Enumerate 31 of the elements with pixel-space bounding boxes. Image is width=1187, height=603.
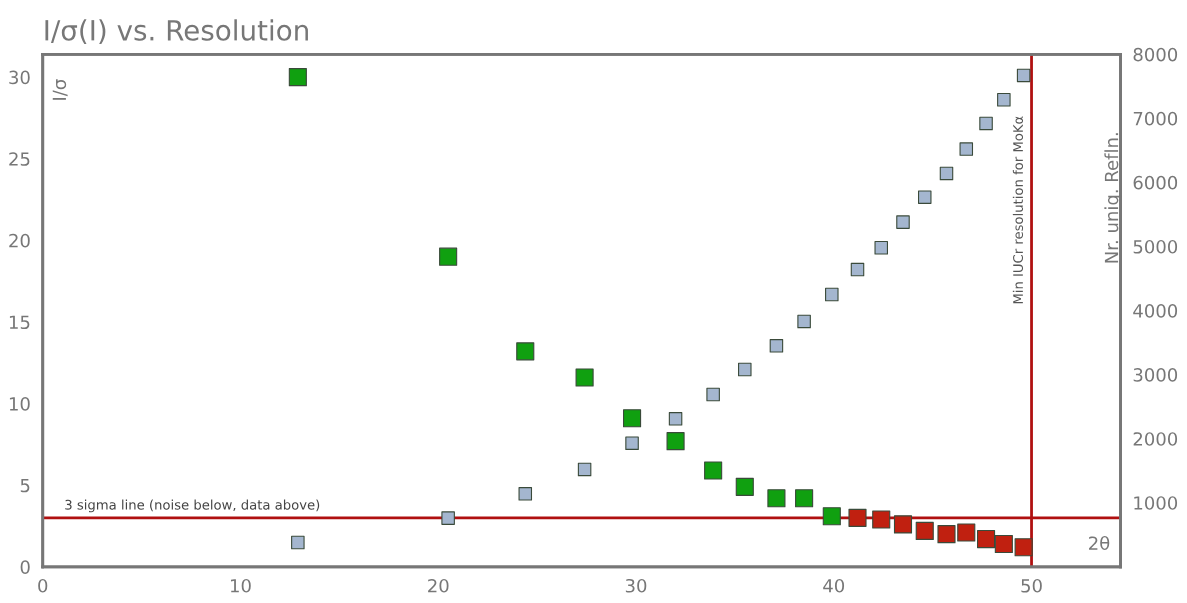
x-tick-label: 50 (1021, 578, 1042, 593)
y2-axis-title: Nr. uniq. Refln. (1104, 133, 1122, 263)
y-tick-label: 15 (9, 315, 30, 330)
y2-tick-label: 8000 (1133, 47, 1178, 62)
point (577, 462, 592, 477)
y-tick-label: 25 (9, 152, 30, 166)
y-tick-label: 20 (9, 233, 30, 248)
y2-tick-label: 6000 (1133, 175, 1178, 190)
y-tick-label: 0 (20, 560, 30, 574)
y2-tick-label: 3000 (1133, 368, 1178, 382)
x-tick-label: 40 (823, 578, 845, 593)
y2-tick-label: 4000 (1133, 304, 1178, 318)
ref-line-label: 3 sigma line (noise below, data above) (65, 499, 320, 513)
y-tick-label: 30 (9, 70, 30, 85)
x-tick-label: 0 (38, 578, 48, 593)
y2-tick-label: 2000 (1133, 432, 1178, 446)
x-tick-label: 20 (428, 578, 449, 593)
point (850, 262, 865, 277)
y2-tick-label: 1000 (1134, 496, 1178, 510)
y2-tick-label: 7000 (1133, 111, 1178, 126)
point (1016, 68, 1031, 83)
y-tick-label: 10 (9, 397, 30, 411)
point (939, 166, 954, 181)
x-tick-label: 10 (230, 578, 251, 593)
y-tick-label: 5 (20, 478, 30, 493)
chart-title: I/σ(I) vs. Resolution (45, 19, 308, 45)
ref-line-label: Min IUCr resolution for MoKα (1012, 116, 1024, 304)
y2-tick-label: 5000 (1133, 239, 1178, 254)
y-axis-title: I/σ (52, 79, 68, 100)
x-axis-title: 2θ (1089, 535, 1110, 550)
x-tick-label: 30 (625, 578, 647, 593)
